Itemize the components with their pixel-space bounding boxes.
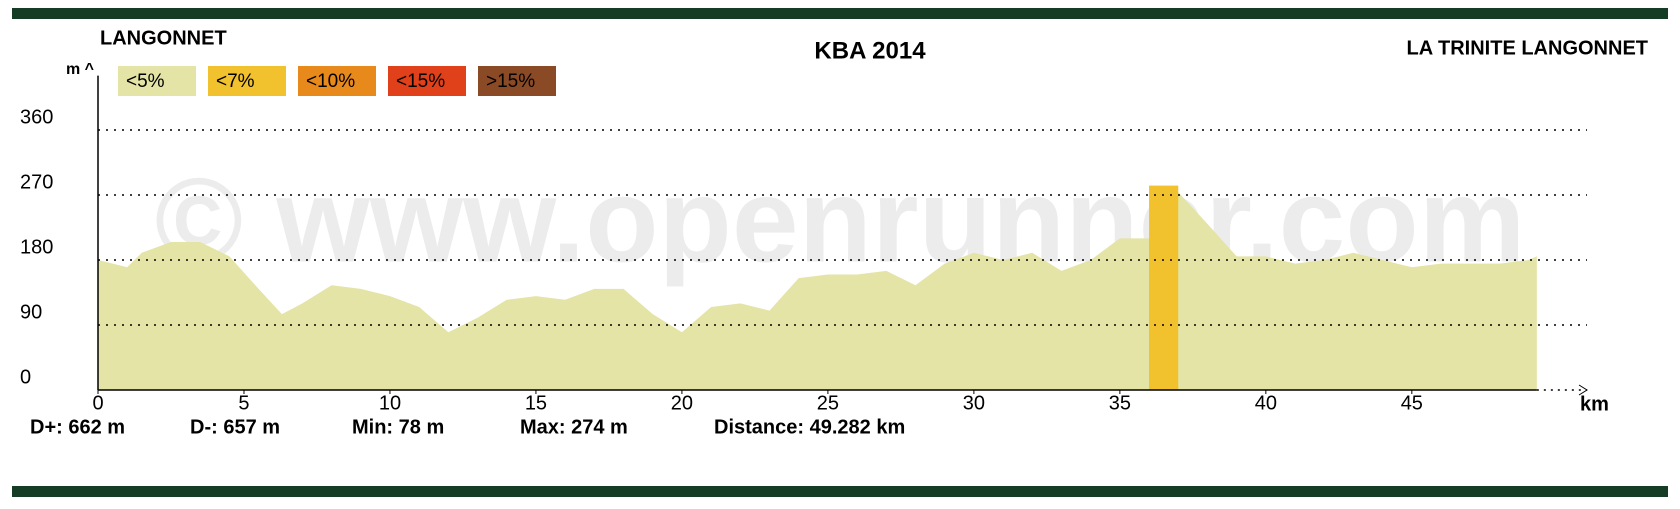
x-axis-arrow — [1578, 384, 1588, 396]
end-label: LA TRINITE LANGONNET — [1407, 37, 1648, 59]
legend-label: <7% — [216, 71, 255, 92]
x-tick-label: 40 — [1255, 392, 1277, 414]
x-axis-label: km — [1580, 393, 1609, 415]
x-tick-label: 15 — [525, 392, 547, 414]
stat: Distance: 49.282 km — [714, 416, 905, 438]
stat: Max: 274 m — [520, 416, 628, 438]
y-tick-label: 180 — [20, 236, 53, 258]
x-tick-label: 35 — [1109, 392, 1131, 414]
legend-swatch — [118, 66, 196, 96]
top-bar — [12, 8, 1668, 19]
y-tick-label: 270 — [20, 171, 53, 193]
x-tick-label: 5 — [238, 392, 249, 414]
legend-swatch — [478, 66, 556, 96]
stat: D-: 657 m — [190, 416, 280, 438]
legend-label: <15% — [396, 71, 445, 92]
legend-label: <10% — [306, 71, 355, 92]
bottom-bar — [12, 486, 1668, 497]
legend-swatch — [388, 66, 466, 96]
y-tick-label: 0 — [20, 366, 31, 388]
x-tick-label: 20 — [671, 392, 693, 414]
y-tick-label: 90 — [20, 301, 42, 323]
x-tick-label: 10 — [379, 392, 401, 414]
x-tick-label: 45 — [1401, 392, 1423, 414]
start-label: LANGONNET — [100, 27, 227, 49]
y-axis-label: m ^ — [66, 61, 94, 78]
x-tick-label: 30 — [963, 392, 985, 414]
legend-label: <5% — [126, 71, 165, 92]
x-tick-label: 0 — [92, 392, 103, 414]
legend-swatch — [208, 66, 286, 96]
x-tick-label: 25 — [817, 392, 839, 414]
stat: D+: 662 m — [30, 416, 125, 438]
stat: Min: 78 m — [352, 416, 444, 438]
chart-title: KBA 2014 — [814, 37, 926, 64]
y-tick-label: 360 — [20, 106, 53, 128]
legend-label: >15% — [486, 71, 535, 92]
steep-section — [1149, 185, 1179, 390]
legend-swatch — [298, 66, 376, 96]
